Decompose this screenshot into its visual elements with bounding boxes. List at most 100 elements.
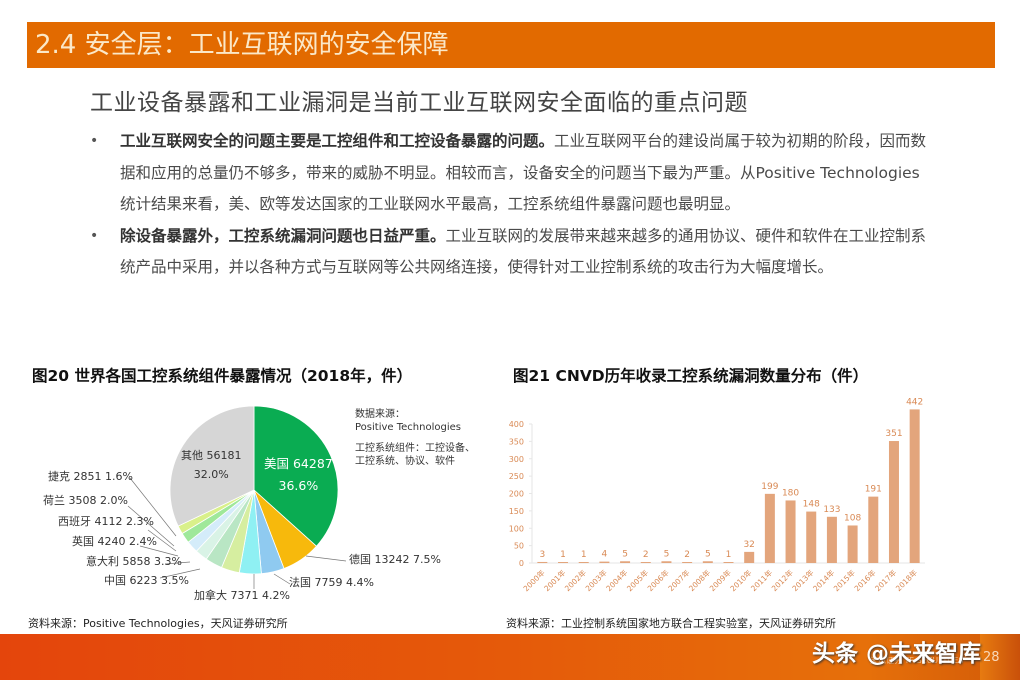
slide-title: 2.4 安全层：工业互联网的安全保障 bbox=[35, 30, 449, 60]
bar bbox=[620, 561, 631, 563]
bar-value-label: 1 bbox=[581, 550, 587, 560]
pie-annotation: 数据来源： Positive Technologies 工控系统组件：工控设备、… bbox=[355, 408, 475, 468]
bar bbox=[888, 441, 899, 563]
bar-value-label: 3 bbox=[539, 550, 545, 560]
x-tick-label: 2013年 bbox=[790, 567, 816, 593]
pie-label: 荷兰 3508 2.0% bbox=[43, 494, 128, 507]
x-tick-label: 2007年 bbox=[666, 567, 692, 593]
figure-21-source: 资料来源：工业控制系统国家地方联合工程实验室，天风证券研究所 bbox=[506, 617, 836, 630]
pie-leader-line bbox=[159, 568, 201, 579]
y-tick-label: 100 bbox=[509, 524, 524, 533]
bar bbox=[661, 561, 672, 563]
note-line: 工控系统、协议、软件 bbox=[355, 456, 455, 467]
x-tick-label: 2004年 bbox=[604, 567, 630, 593]
note-line: 工控系统组件：工控设备、 bbox=[355, 443, 475, 454]
bar-chart-canvas: 0 50 100 150 200 250 300 350 400 3 2000年 1 2001年 1 200… bbox=[509, 397, 925, 593]
slide-subtitle: 工业设备暴露和工业漏洞是当前工业互联网安全面临的重点问题 bbox=[90, 90, 748, 116]
y-tick-label: 250 bbox=[509, 472, 524, 481]
note-line: 数据来源： bbox=[355, 409, 405, 420]
bullet-body-text: 工业互联网的发展带来越来越多的通用协议、硬件和软件在工业控制系统产品中采用，并以… bbox=[120, 226, 927, 277]
note-line: Positive Technologies bbox=[355, 422, 461, 433]
x-tick-label: 2009年 bbox=[707, 567, 733, 593]
pie-slice bbox=[169, 405, 255, 527]
footer-stripe bbox=[980, 634, 1020, 680]
watermark: 头条 @未来智库 bbox=[812, 641, 982, 667]
bar bbox=[806, 511, 817, 563]
x-tick-label: 2017年 bbox=[873, 567, 899, 593]
bar bbox=[640, 562, 651, 563]
pie-slice bbox=[253, 405, 339, 547]
bar bbox=[558, 562, 569, 563]
y-tick-label: 200 bbox=[509, 490, 524, 499]
y-tick-label: 400 bbox=[509, 420, 524, 429]
x-tick-label: 2003年 bbox=[583, 567, 609, 593]
bar-value-label: 2 bbox=[643, 550, 649, 560]
x-tick-label: 2015年 bbox=[831, 567, 857, 593]
footer-bar bbox=[0, 634, 1020, 680]
bar-value-label: 180 bbox=[782, 488, 799, 498]
figure-21-title: 图21 CNVD历年收录工控系统漏洞数量分布（件） bbox=[513, 367, 869, 385]
pie-label: 捷克 2851 1.6% bbox=[48, 470, 133, 483]
pie-leader-line bbox=[164, 561, 191, 565]
bullet-item: • 工业互联网安全的问题主要是工控组件和工控设备暴露的问题。工业互联网平台的建设… bbox=[88, 126, 928, 221]
pie-label: 中国 6223 3.5% bbox=[104, 574, 189, 587]
bar-value-label: 108 bbox=[844, 513, 861, 523]
figure-20-source: 资料来源：Positive Technologies，天风证券研究所 bbox=[28, 617, 288, 630]
x-tick-label: 2001年 bbox=[542, 567, 568, 593]
x-tick-label: 2012年 bbox=[769, 567, 795, 593]
bar-value-label: 148 bbox=[803, 500, 820, 510]
bar-value-label: 351 bbox=[885, 429, 902, 439]
bar bbox=[826, 516, 837, 563]
bullet-dot-icon: • bbox=[90, 227, 99, 244]
bar bbox=[537, 561, 548, 563]
bar bbox=[785, 500, 796, 563]
bullet-body-text: 工业互联网平台的建设尚属于较为初期的阶段，因而数据和应用的总量仍不够多，带来的威… bbox=[120, 132, 927, 213]
bar-value-label: 1 bbox=[726, 550, 732, 560]
pie-inner-label: 其他 56181 32.0% bbox=[181, 449, 242, 482]
x-tick-label: 2000年 bbox=[521, 567, 547, 593]
bullet-item: • 除设备暴露外，工控系统漏洞问题也日益严重。工业互联网的发展带来越来越多的通用… bbox=[88, 221, 928, 284]
y-tick-label: 50 bbox=[514, 542, 524, 551]
brand-logo: 天风证券 TF SECURITIES bbox=[870, 656, 964, 665]
x-tick-label: 2011年 bbox=[748, 567, 774, 593]
figure-20-title: 图20 世界各国工控系统组件暴露情况（2018年，件） bbox=[32, 367, 413, 385]
bar-value-label: 2 bbox=[684, 550, 690, 560]
bar-value-label: 199 bbox=[761, 482, 778, 492]
x-tick-label: 2008年 bbox=[686, 567, 712, 593]
x-tick-label: 2006年 bbox=[645, 567, 671, 593]
bar bbox=[702, 561, 713, 563]
x-tick-label: 2014年 bbox=[810, 567, 836, 593]
pie-leader-line bbox=[305, 555, 347, 562]
pie-label: 德国 13242 7.5% bbox=[349, 553, 441, 566]
bar-chart: 0 50 100 150 200 250 300 350 400 3 2000年 1 2001年 1 200… bbox=[500, 396, 940, 608]
pie-leader-line bbox=[139, 545, 179, 557]
pie-leader-line bbox=[273, 573, 291, 585]
bar bbox=[744, 551, 755, 563]
pie-label: 意大利 5858 3.3% bbox=[86, 555, 182, 568]
bar bbox=[868, 496, 879, 563]
bar-value-label: 442 bbox=[906, 397, 923, 407]
bar-value-label: 5 bbox=[622, 549, 628, 559]
bar-value-label: 133 bbox=[823, 505, 840, 515]
bar bbox=[578, 562, 589, 563]
bar-value-label: 191 bbox=[865, 485, 882, 495]
y-tick-label: 0 bbox=[519, 559, 524, 568]
bar bbox=[682, 562, 693, 563]
pie-chart: 德国 13242 7.5% 法国 7759 4.4% 加拿大 7371 4.2% 中国… bbox=[0, 396, 500, 608]
bar-value-label: 4 bbox=[602, 550, 608, 560]
pie-label: 法国 7759 4.4% bbox=[289, 576, 374, 589]
slide-title-bar: 2.4 安全层：工业互联网的安全保障 bbox=[27, 22, 995, 68]
bar bbox=[723, 562, 734, 563]
pie-leader-line bbox=[127, 505, 175, 547]
bullet-bold-text: 除设备暴露外，工控系统漏洞问题也日益严重。 bbox=[120, 226, 446, 245]
x-tick-label: 2016年 bbox=[852, 567, 878, 593]
pie-label: 西班牙 4112 2.3% bbox=[58, 515, 154, 528]
pie-label: 加拿大 7371 4.2% bbox=[194, 589, 290, 602]
pie-chart-canvas bbox=[127, 405, 347, 589]
bar-value-label: 5 bbox=[664, 549, 670, 559]
bar bbox=[909, 409, 920, 563]
x-tick-label: 2010年 bbox=[728, 567, 754, 593]
y-tick-label: 150 bbox=[509, 507, 524, 516]
x-tick-label: 2002年 bbox=[562, 567, 588, 593]
bar-value-label: 32 bbox=[743, 540, 754, 550]
